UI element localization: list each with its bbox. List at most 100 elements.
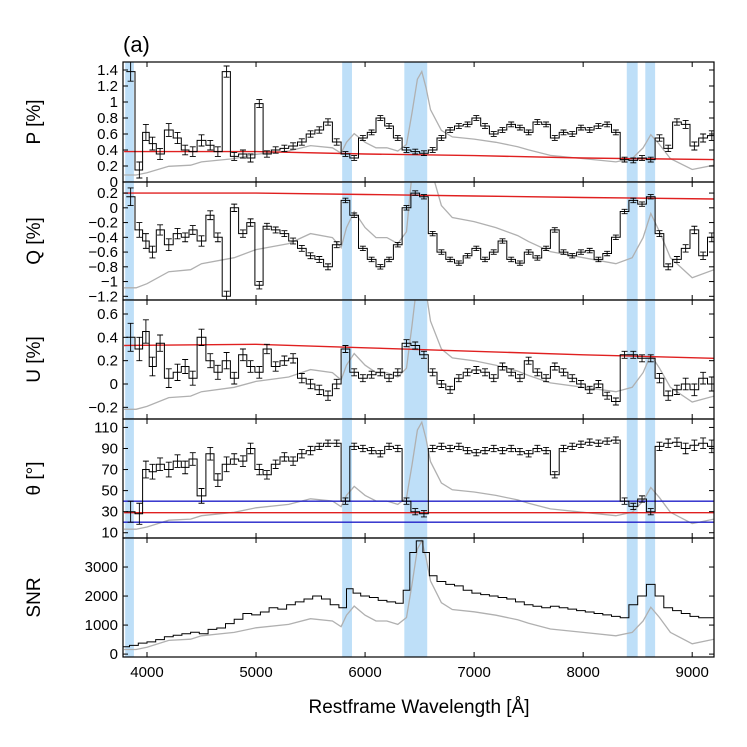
error-bar	[256, 99, 263, 109]
x-tick-label: 8000	[566, 664, 599, 681]
error-bar	[342, 151, 349, 157]
error-bar	[368, 129, 375, 136]
error-bar	[604, 121, 611, 128]
shaded-band	[404, 182, 428, 300]
error-bar	[214, 146, 221, 157]
error-bar	[647, 508, 654, 516]
error-bar	[656, 230, 663, 238]
error-bar	[569, 374, 576, 383]
error-bar	[377, 450, 384, 458]
error-bar	[359, 245, 366, 252]
error-bar	[272, 459, 279, 469]
error-bar	[551, 135, 558, 141]
error-bar	[577, 249, 584, 255]
error-bar	[412, 190, 419, 196]
error-bar	[189, 225, 196, 235]
error-bar	[142, 123, 149, 141]
error-bar	[673, 256, 680, 263]
error-bar	[508, 256, 515, 263]
fit-line	[124, 150, 714, 161]
error-bar	[586, 127, 593, 133]
error-bar	[239, 149, 246, 159]
data-step-line	[126, 439, 714, 515]
error-bar	[665, 144, 672, 153]
error-bar	[447, 444, 454, 453]
error-bar	[316, 384, 323, 395]
error-bar	[182, 232, 189, 243]
error-bar	[639, 495, 646, 503]
error-bar	[412, 148, 419, 155]
error-bar	[499, 446, 506, 455]
error-bar	[420, 194, 427, 200]
error-bar	[214, 473, 221, 487]
error-bar	[223, 352, 230, 370]
error-bar	[647, 194, 654, 200]
error-bar	[577, 124, 584, 131]
error-bar	[543, 374, 550, 383]
error-bar	[281, 144, 288, 153]
error-bar	[656, 373, 663, 384]
error-bar	[333, 439, 340, 447]
error-bar	[290, 353, 297, 364]
error-bar	[247, 218, 254, 227]
error-bar	[239, 348, 246, 362]
error-bar	[656, 134, 663, 142]
error-bar	[189, 370, 196, 386]
y-tick-label: 50	[101, 483, 118, 500]
error-bar	[560, 129, 567, 136]
error-bar	[656, 441, 663, 452]
error-bar	[586, 247, 593, 254]
error-bar	[189, 146, 196, 157]
error-bar	[429, 147, 436, 153]
error-bar	[464, 368, 471, 377]
error-bar	[612, 397, 619, 406]
error-bar	[516, 374, 523, 383]
shaded-band	[404, 300, 428, 419]
flux-line	[124, 182, 714, 289]
y-tick-label: 30	[101, 504, 118, 521]
error-bar	[464, 446, 471, 455]
y-tick-label: −1.2	[88, 288, 118, 305]
error-bar	[464, 253, 471, 259]
error-bar	[290, 456, 297, 466]
error-bar	[473, 366, 480, 374]
error-bar	[420, 150, 427, 157]
error-bar	[621, 208, 628, 215]
y-tick-label: 0.4	[97, 142, 118, 159]
panel-plot-area	[124, 62, 714, 182]
y-tick-label: −0.8	[88, 259, 118, 276]
error-bar	[551, 471, 558, 479]
error-bar	[290, 237, 297, 245]
error-bar	[612, 234, 619, 240]
y-tick-label: −0.2	[88, 215, 118, 232]
y-tick-label: 3000	[85, 559, 118, 576]
error-bar	[368, 370, 375, 379]
y-tick-label: 0.4	[97, 329, 118, 346]
error-bar	[429, 230, 436, 237]
shaded-band	[645, 182, 656, 300]
y-tick-label: 90	[101, 440, 118, 457]
error-bar	[272, 146, 279, 154]
shaded-band	[342, 538, 352, 657]
shaded-band	[626, 182, 638, 300]
shaded-band	[342, 300, 352, 419]
error-bar	[324, 118, 331, 126]
error-bar	[682, 244, 689, 253]
error-bar	[420, 350, 427, 359]
error-bar	[386, 442, 393, 450]
error-bar	[342, 197, 349, 204]
error-bar	[333, 378, 340, 390]
data-step-line	[123, 540, 714, 648]
error-bar	[621, 156, 628, 163]
y-tick-label: 0	[110, 200, 118, 217]
error-bar	[534, 368, 541, 377]
error-bar	[231, 371, 238, 385]
error-bar	[551, 227, 558, 233]
error-bar	[351, 442, 358, 450]
panel-label: (a)	[123, 32, 150, 57]
error-bar	[174, 363, 181, 381]
error-bar	[214, 364, 221, 380]
error-bar	[239, 229, 246, 238]
error-bar	[207, 353, 214, 369]
error-bar	[165, 461, 172, 478]
